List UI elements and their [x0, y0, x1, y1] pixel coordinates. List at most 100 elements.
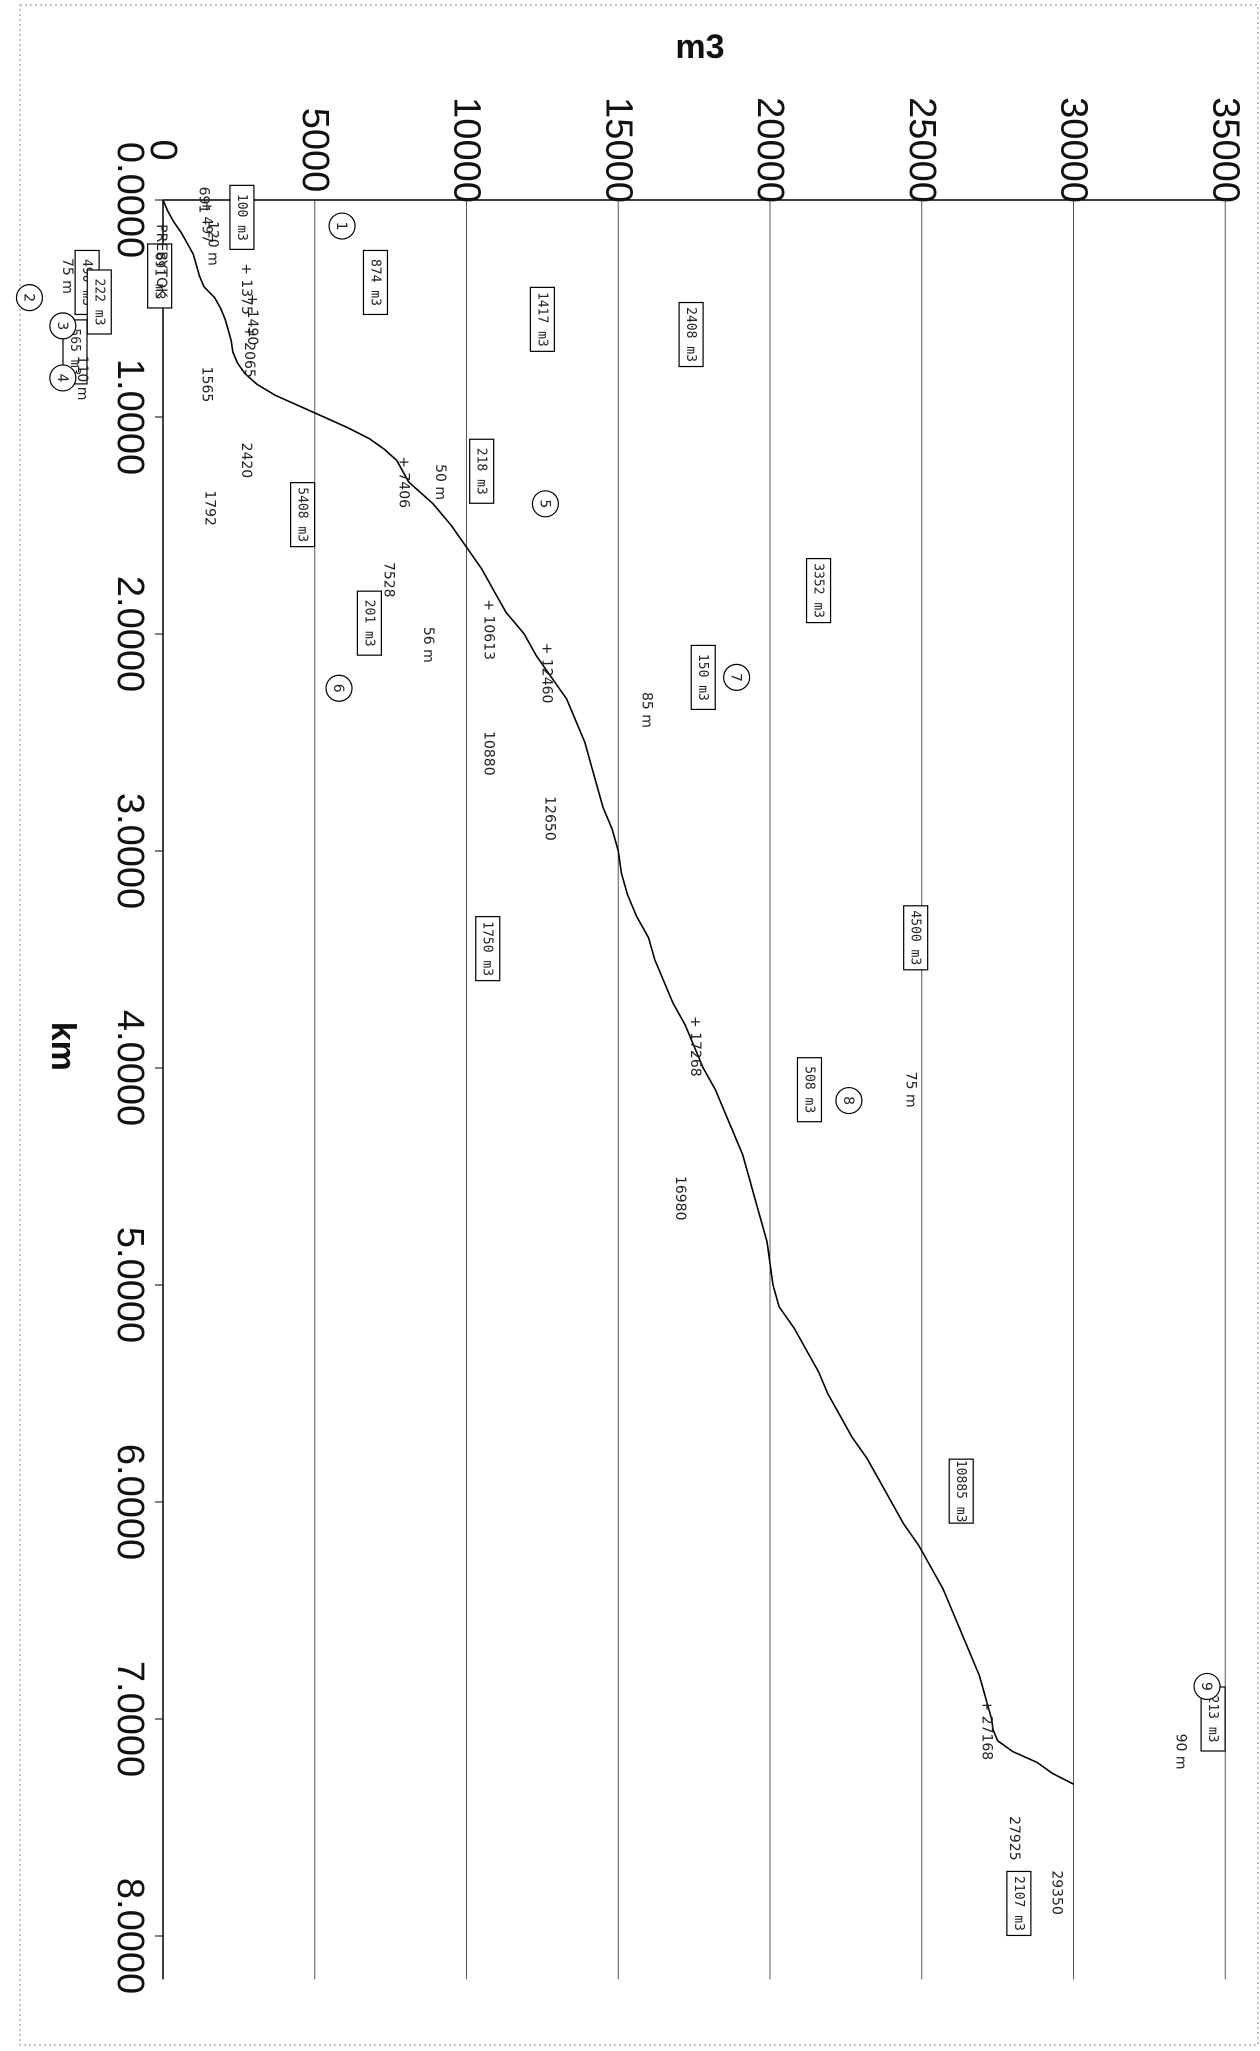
annotation-circle-label: 1 — [333, 222, 349, 231]
annotation-label: 50 m — [432, 464, 448, 500]
y-tick-label: 0 — [142, 139, 184, 160]
annotation-label: 12650 — [541, 796, 557, 841]
annotation-box-label: 2107 m3 — [1011, 1876, 1026, 1931]
x-tick-label: 1.0000 — [109, 359, 151, 475]
annotation-circle — [723, 663, 751, 692]
annotation-box — [229, 184, 255, 250]
axes — [155, 199, 1226, 1937]
annotation-label: + 1490 — [244, 293, 260, 345]
annotation-box-label: 213 m3 — [1205, 1696, 1220, 1743]
annotation-box — [796, 1057, 823, 1123]
annotation-label: 85 m — [639, 692, 655, 728]
annotation-box — [529, 286, 555, 352]
annotation-label: + 1375 — [238, 263, 254, 315]
annotation-label: + 2065 — [241, 326, 257, 378]
annotation-box-label: 201 m3 — [361, 600, 376, 647]
y-tick-label: 15000 — [597, 97, 639, 203]
annotation-box-label: 874 m3 — [367, 259, 382, 306]
x-tick-label: 6.0000 — [109, 1444, 151, 1560]
annotation-box-label: 4500 m3 — [908, 910, 923, 965]
x-tick-label: 5.0000 — [109, 1227, 151, 1343]
x-tick-label: 0.0000 — [109, 142, 151, 258]
annotation-label: 110 m — [74, 356, 90, 401]
annotation-box-label: 222 m3 — [91, 279, 106, 326]
annotation-box — [948, 1458, 974, 1524]
annotation-box-label: 3352 m3 — [811, 563, 826, 618]
x-tick-labels: 0.0000 1.0000 2.0000 3.0000 4.0000 5.0000 6.00… — [109, 142, 151, 1994]
annotation-circle — [49, 364, 77, 392]
annotation-box-label: 2408 m3 — [683, 307, 698, 362]
annotation-label: + 10613 — [481, 599, 497, 660]
annotation-label: 27925 — [1006, 1816, 1022, 1861]
annotation-circle-label: 9 — [1198, 1682, 1214, 1691]
annotation-box-label: 1417 m3 — [534, 292, 549, 347]
x-tick-label: 7.0000 — [109, 1661, 151, 1777]
annotation-box — [362, 249, 389, 316]
annotation-label: 7528 — [381, 562, 397, 598]
axis-titles: m3 km — [44, 28, 725, 1071]
annotation-circle — [835, 1086, 863, 1115]
annotation-box-label: 218 m3 — [474, 448, 489, 495]
annotation-box — [147, 243, 173, 309]
annotation-box-label: 100 m3 — [234, 194, 249, 241]
annotation-box — [86, 269, 112, 335]
annotation-circle — [325, 674, 353, 702]
annotation-box-label: 691 m3 — [152, 252, 167, 299]
series-line-layer — [162, 199, 1074, 1785]
annotation-circle-label: 8 — [840, 1096, 856, 1105]
y-tick-label: 5000 — [294, 108, 336, 193]
annotation-label: 1792 — [201, 490, 217, 526]
annotation-circle — [49, 312, 77, 340]
grid-lines — [162, 200, 1226, 1980]
x-tick-label: 3.0000 — [109, 793, 151, 909]
y-tick-label: 35000 — [1204, 97, 1246, 203]
annotation-circle — [15, 284, 44, 312]
y-tick-labels: 0 5000 10000 15000 20000 25000 30000 35000 — [142, 97, 1246, 203]
annotation-label: + 497 — [198, 200, 214, 243]
annotation-label: + 17268 — [687, 1016, 703, 1077]
annotation-circle-label: 5 — [536, 499, 552, 508]
x-tick-label: 2.0000 — [109, 576, 151, 692]
annotation-label: 56 m — [420, 627, 436, 663]
annotation-box-label: 565 m3 — [67, 328, 82, 375]
annotation-label: PREBYTOK — [153, 224, 169, 298]
annotation-box — [475, 916, 501, 982]
annotation-box — [290, 482, 316, 548]
annotation-label: 75 m — [903, 1072, 919, 1108]
annotation-box-label: 10885 m3 — [953, 1460, 968, 1523]
annotation-box — [469, 438, 495, 504]
annotation-label: 29350 — [1048, 1870, 1064, 1915]
annotation-box — [1006, 1870, 1032, 1937]
x-axis-title: km — [44, 1022, 82, 1071]
annotation-circle-label: 4 — [54, 373, 70, 382]
y-tick-label: 25000 — [901, 97, 943, 203]
annotation-circle-label: 3 — [54, 321, 70, 330]
annotation-box-label: 1750 m3 — [480, 921, 495, 976]
annotation-box — [903, 905, 929, 971]
chart-frame — [19, 4, 1259, 2046]
annotation-circle-label: 2 — [20, 293, 36, 302]
x-tick-label: 8.0000 — [109, 1878, 151, 1994]
annotation-label: 10880 — [481, 731, 497, 776]
annotation-circle — [328, 212, 356, 240]
annotation-label: 2420 — [238, 443, 254, 479]
annotation-label: 75 m — [59, 258, 75, 294]
annotation-circle-label: 6 — [330, 684, 346, 693]
annotation-box — [356, 590, 382, 656]
y-axis-title: m3 — [675, 28, 724, 66]
annotation-box — [678, 301, 704, 368]
annotation-circle — [1193, 1672, 1221, 1701]
y-tick-label: 20000 — [749, 97, 791, 203]
annotation-box — [690, 644, 716, 711]
annotation-circle-label: 7 — [728, 673, 744, 682]
annotation-label: + 27168 — [978, 1699, 994, 1760]
annotation-label: 691 — [195, 187, 211, 214]
y-tick-label: 30000 — [1053, 97, 1095, 203]
annotation-label: 16980 — [672, 1176, 688, 1221]
annotation-circle — [531, 490, 560, 518]
annotation-label: 120 m — [205, 221, 221, 266]
x-tick-label: 4.0000 — [109, 1010, 151, 1126]
y-tick-label: 10000 — [446, 97, 488, 203]
